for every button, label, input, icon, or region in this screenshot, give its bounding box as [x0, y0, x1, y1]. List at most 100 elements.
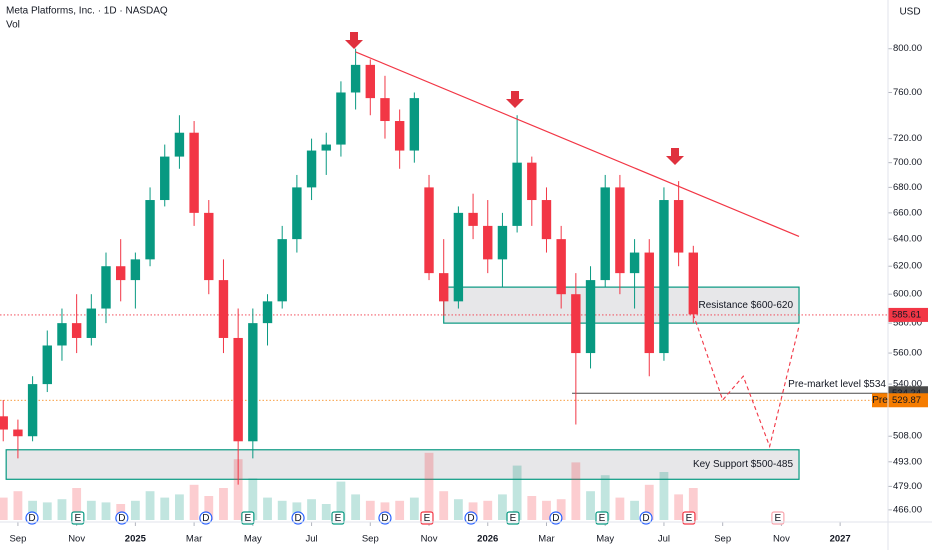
zone-label: Key Support $500-485	[693, 459, 794, 470]
event-label: E	[686, 513, 693, 524]
candle-body	[218, 280, 229, 338]
candle-body	[145, 200, 155, 260]
volume-bar	[659, 472, 669, 520]
volume-bar	[527, 496, 537, 520]
volume-bar	[615, 497, 625, 520]
price-tag-label: 585.61	[892, 309, 921, 320]
y-tick-label: 760.00	[893, 87, 922, 98]
x-tick-label: Mar	[186, 534, 202, 545]
x-tick-label: Mar	[538, 534, 554, 545]
volume-bar	[292, 502, 302, 520]
pre-tag-label: Pre	[872, 395, 888, 406]
candle-body	[629, 252, 640, 274]
volume-bar	[160, 497, 170, 520]
y-tick-label: 479.00	[893, 481, 922, 492]
candle-body	[115, 266, 126, 281]
volume-bar	[586, 491, 595, 520]
zone-label: Resistance $600-620	[699, 300, 794, 311]
x-tick-label: May	[596, 534, 614, 545]
volume-bar	[204, 496, 214, 520]
arrow	[345, 32, 363, 49]
projection-path	[692, 314, 800, 449]
volume-bar	[556, 499, 566, 520]
candle-body	[306, 150, 317, 188]
volume-bar	[248, 478, 258, 520]
event-icon	[682, 511, 696, 525]
volume-bar	[86, 500, 96, 520]
event-label: E	[599, 513, 606, 524]
y-tick-label: 640.00	[893, 234, 922, 245]
candle-body	[350, 64, 361, 93]
x-tick-label: 2026	[477, 534, 498, 545]
candle-body	[233, 337, 243, 442]
y-tick-label: 466.00	[893, 504, 922, 515]
event-icon	[25, 511, 39, 525]
arrow	[666, 148, 684, 165]
candle-body	[688, 252, 699, 315]
candle-body	[292, 187, 302, 240]
candle-body	[571, 294, 581, 354]
volume-bar	[424, 452, 434, 520]
price-tag	[888, 393, 928, 408]
event-label: E	[74, 513, 81, 524]
candle-body	[453, 212, 464, 302]
x-tick-label: Sep	[362, 534, 379, 545]
candle-body	[497, 225, 508, 260]
zone	[5, 449, 800, 480]
pre-tag	[872, 393, 888, 408]
x-tick-label: Nov	[773, 534, 790, 545]
volume-bar	[57, 499, 67, 520]
volume-bar	[512, 465, 522, 520]
candle-body	[27, 384, 38, 437]
candle-body	[556, 239, 566, 295]
candle-body	[468, 212, 478, 226]
candle-body	[262, 301, 273, 324]
candle-body	[615, 187, 625, 274]
event-icon	[595, 511, 609, 525]
volume-bar	[630, 500, 639, 520]
volume-bar	[336, 481, 346, 520]
event-icon	[331, 511, 345, 525]
volume-bar	[439, 491, 449, 520]
volume-bar	[72, 488, 82, 520]
volume-bar	[42, 502, 52, 520]
candle-body	[57, 323, 67, 346]
y-tick-label: 660.00	[893, 207, 922, 218]
event-label: D	[467, 513, 474, 524]
volume-bar	[219, 488, 228, 520]
volume-bar	[101, 502, 111, 520]
candle-body	[321, 144, 331, 151]
arrow	[506, 91, 524, 108]
candle-body	[380, 98, 390, 122]
y-tick-label: 800.00	[893, 43, 922, 54]
x-tick-label: Sep	[714, 534, 731, 545]
volume-bar	[0, 497, 8, 520]
volume-bar	[542, 500, 551, 520]
volume-bar	[351, 494, 361, 520]
candle-body	[512, 162, 522, 226]
x-tick-label: Jul	[305, 534, 317, 545]
event-label: D	[28, 513, 35, 524]
event-label: D	[118, 513, 125, 524]
candle-body	[409, 98, 420, 151]
candle-body	[527, 162, 537, 201]
candle-body	[365, 64, 375, 99]
candle-body	[13, 429, 23, 437]
event-icon	[549, 511, 563, 525]
event-icon	[464, 511, 478, 525]
volume-bar	[130, 500, 140, 520]
volume-bar	[321, 504, 331, 520]
event-icon	[241, 511, 255, 525]
event-label: E	[335, 513, 342, 524]
event-icon	[378, 511, 392, 525]
event-icon	[639, 511, 653, 525]
y-tick-label: 493.00	[893, 456, 922, 467]
volume-bar	[13, 491, 23, 520]
volume-bar	[688, 488, 698, 520]
event-label: D	[642, 513, 649, 524]
event-label: D	[294, 513, 301, 524]
event-icon	[420, 511, 434, 525]
candle-body	[189, 132, 199, 213]
event-icon	[506, 511, 520, 525]
